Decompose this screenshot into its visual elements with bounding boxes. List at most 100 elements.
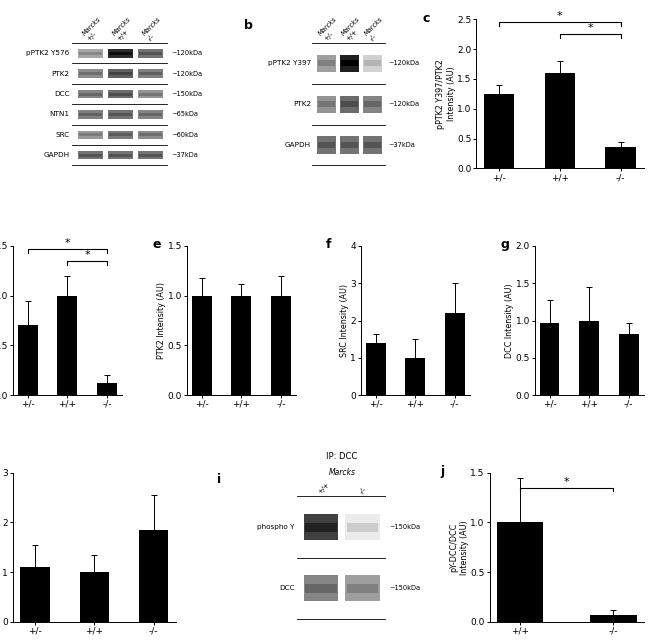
- Bar: [347, 522, 378, 531]
- Text: Marcks
+/-: Marcks +/-: [81, 16, 107, 42]
- Text: Marcks
+/-: Marcks +/-: [318, 16, 343, 42]
- Bar: [139, 52, 162, 54]
- Text: Marcks: Marcks: [328, 468, 356, 477]
- Text: GAPDH: GAPDH: [44, 152, 70, 158]
- Bar: [139, 154, 162, 156]
- Bar: [445, 313, 465, 395]
- Bar: [108, 131, 133, 139]
- Text: ~65kDa: ~65kDa: [171, 112, 198, 117]
- Text: c: c: [422, 12, 430, 25]
- Bar: [484, 94, 514, 169]
- Bar: [109, 154, 132, 156]
- Bar: [364, 101, 381, 107]
- Text: ~120kDa: ~120kDa: [171, 71, 202, 77]
- Bar: [138, 110, 163, 119]
- Y-axis label: NTN1 Intensity (AU): NTN1 Intensity (AU): [0, 508, 1, 587]
- Text: phospho Y: phospho Y: [257, 524, 294, 530]
- Text: NTN1: NTN1: [49, 112, 70, 117]
- Bar: [497, 522, 543, 622]
- Bar: [341, 101, 358, 107]
- Bar: [18, 326, 38, 395]
- Y-axis label: PTK2 Intensity (AU): PTK2 Intensity (AU): [157, 282, 166, 359]
- Bar: [78, 69, 103, 78]
- Bar: [109, 133, 132, 137]
- Bar: [109, 72, 132, 75]
- Bar: [79, 52, 102, 54]
- Bar: [78, 131, 103, 139]
- Text: ~60kDa: ~60kDa: [171, 132, 198, 138]
- Bar: [108, 69, 133, 78]
- Text: Marcks
+/+: Marcks +/+: [111, 16, 137, 42]
- Bar: [109, 92, 132, 96]
- Bar: [318, 101, 335, 107]
- Bar: [139, 92, 162, 96]
- Bar: [78, 110, 103, 119]
- Text: Marcks
-/-: Marcks -/-: [363, 16, 389, 42]
- Text: SRC: SRC: [55, 132, 70, 138]
- Text: i: i: [217, 472, 221, 486]
- Bar: [78, 49, 103, 58]
- Text: e: e: [152, 238, 161, 251]
- Text: *: *: [557, 12, 563, 21]
- Bar: [80, 572, 109, 622]
- Bar: [231, 296, 251, 395]
- Bar: [79, 113, 102, 116]
- Y-axis label: pY-DCC/DCC
Intensity (AU): pY-DCC/DCC Intensity (AU): [450, 520, 469, 574]
- Bar: [341, 142, 358, 148]
- Y-axis label: SRC Intensity (AU): SRC Intensity (AU): [340, 284, 349, 357]
- Text: ~37kDa: ~37kDa: [171, 152, 198, 158]
- Bar: [366, 343, 385, 395]
- Bar: [108, 110, 133, 119]
- Text: *: *: [588, 24, 593, 33]
- Bar: [139, 530, 168, 622]
- Text: IP: DCC: IP: DCC: [326, 452, 358, 461]
- Bar: [108, 151, 133, 160]
- Bar: [138, 90, 163, 98]
- Bar: [108, 49, 133, 58]
- Bar: [619, 334, 638, 395]
- Text: Marcks
+/+: Marcks +/+: [341, 16, 366, 42]
- Text: *: *: [64, 238, 70, 248]
- Bar: [78, 90, 103, 98]
- Bar: [109, 52, 132, 54]
- Bar: [139, 113, 162, 116]
- Text: PTK2: PTK2: [51, 71, 70, 77]
- Bar: [79, 72, 102, 75]
- Bar: [108, 90, 133, 98]
- Text: b: b: [244, 19, 253, 32]
- Bar: [139, 133, 162, 137]
- Text: pPTK2 Y397: pPTK2 Y397: [268, 60, 311, 67]
- Text: f: f: [326, 238, 332, 251]
- Y-axis label: pPTK2 Y397/PTK2
Intensity (AU): pPTK2 Y397/PTK2 Intensity (AU): [436, 59, 456, 129]
- Text: ~37kDa: ~37kDa: [388, 142, 415, 148]
- Bar: [579, 320, 599, 395]
- Y-axis label: DCC Intensity (AU): DCC Intensity (AU): [505, 283, 514, 358]
- Text: Marcks
-/-: Marcks -/-: [141, 16, 167, 42]
- Bar: [318, 142, 335, 148]
- Text: -/-: -/-: [358, 486, 368, 495]
- Bar: [78, 151, 103, 160]
- Bar: [138, 49, 163, 58]
- Text: ~120kDa: ~120kDa: [388, 101, 419, 107]
- Bar: [606, 147, 636, 169]
- Bar: [590, 615, 636, 622]
- Bar: [20, 567, 50, 622]
- Text: j: j: [441, 465, 445, 478]
- Text: ~120kDa: ~120kDa: [388, 60, 419, 67]
- Bar: [540, 322, 560, 395]
- Bar: [97, 383, 117, 395]
- Bar: [364, 142, 381, 148]
- Text: DCC: DCC: [54, 91, 70, 97]
- Bar: [341, 60, 358, 67]
- Bar: [306, 584, 337, 593]
- Text: DCC: DCC: [279, 585, 294, 591]
- Bar: [192, 296, 212, 395]
- Bar: [79, 133, 102, 137]
- Text: ~120kDa: ~120kDa: [171, 50, 202, 56]
- Text: *: *: [564, 477, 569, 487]
- Bar: [347, 584, 378, 593]
- Text: pPTK2 Y576: pPTK2 Y576: [27, 50, 70, 56]
- Text: GAPDH: GAPDH: [285, 142, 311, 148]
- Bar: [138, 69, 163, 78]
- Bar: [545, 73, 575, 169]
